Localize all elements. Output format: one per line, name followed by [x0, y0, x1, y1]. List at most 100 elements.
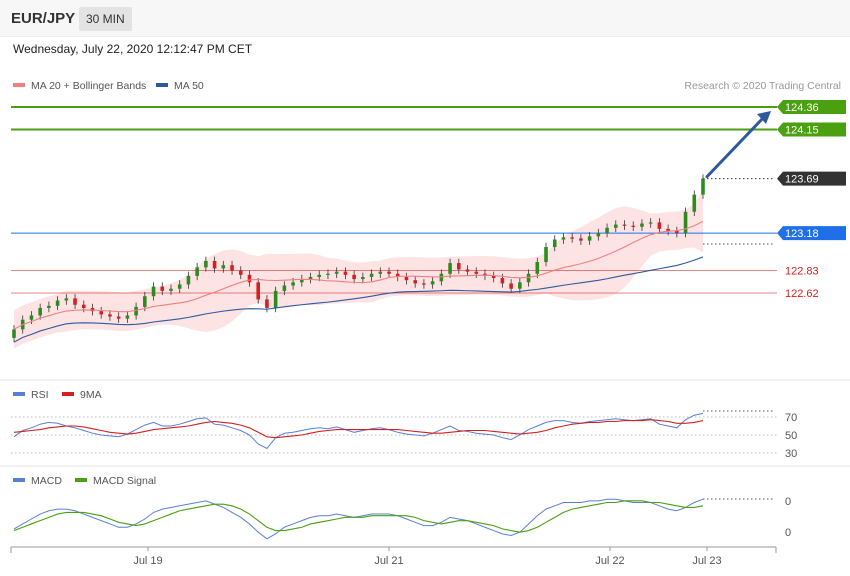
legend-rsi-ma-label: 9MA: [80, 389, 102, 401]
candle-body-18: [169, 288, 173, 291]
symbol-title: EUR/JPY: [11, 10, 76, 27]
candle-body-66: [587, 236, 592, 241]
candle-body-45: [404, 276, 409, 281]
candle-body-21: [195, 267, 199, 276]
candle-body-2: [29, 315, 34, 320]
legend-ma20-label: MA 20 + Bollinger Bands: [31, 80, 147, 92]
legend-rsi: RSI: [13, 389, 49, 401]
candle-body-44: [395, 273, 400, 277]
candle-body-30: [273, 290, 278, 308]
candle-body-60: [535, 262, 540, 274]
candle-body-5: [55, 300, 60, 306]
candle-body-8: [81, 304, 86, 308]
candle-body-11: [108, 314, 112, 317]
rsi-level-label-0: 70: [785, 412, 797, 424]
price-tag-0: [777, 100, 846, 114]
candle-body-16: [151, 286, 156, 297]
rsi-line: [13, 412, 704, 450]
candle-body-29: [265, 299, 269, 308]
legend-ma20: MA 20 + Bollinger Bands: [13, 80, 146, 92]
candle-body-50: [448, 263, 452, 274]
candle-body-68: [605, 227, 609, 234]
candle-body-17: [160, 286, 165, 291]
macd-swatch-icon: [13, 478, 25, 483]
candle-body-24: [221, 265, 226, 269]
candle-body-46: [413, 280, 417, 284]
candle-body-51: [456, 263, 461, 270]
candle-body-25: [230, 265, 234, 271]
candle-body-63: [561, 237, 566, 240]
legend-ma50-label: MA 50: [174, 80, 204, 92]
candle-body-39: [352, 274, 356, 280]
candle-body-10: [99, 311, 104, 315]
candle-body-75: [666, 228, 670, 231]
candle-body-19: [177, 284, 182, 289]
candle-body-58: [518, 282, 522, 289]
ma20-line: [13, 220, 704, 330]
chart-header: EUR/JPY 30 MIN: [0, 0, 850, 37]
timeframe-badge[interactable]: 30 MIN: [79, 7, 132, 31]
candle-body-36: [326, 273, 330, 275]
candle-body-4: [47, 305, 51, 308]
candle-body-27: [247, 274, 252, 283]
candle-body-35: [317, 274, 322, 277]
candle-body-67: [596, 233, 601, 237]
forecast-arrow-line: [705, 114, 767, 179]
candle-body-3: [38, 307, 42, 316]
legend-ma50: MA 50: [156, 80, 204, 92]
candle-body-6: [64, 298, 69, 301]
x-tick-label-3: Jul 23: [692, 555, 721, 567]
candle-body-20: [186, 275, 191, 285]
credit-label: Research © 2020 Trading Central: [684, 80, 841, 92]
forecast-arrowhead-icon: [757, 111, 771, 124]
candle-body-14: [134, 306, 138, 316]
candle-body-40: [361, 276, 365, 280]
macd-signal-swatch-icon: [75, 478, 87, 483]
ma50-line: [13, 256, 704, 343]
candle-body-41: [369, 273, 374, 277]
candle-body-69: [613, 224, 618, 228]
candle-body-23: [212, 260, 217, 269]
candle-body-38: [343, 271, 348, 275]
price-label-4: 122.83: [785, 266, 819, 278]
candle-body-33: [300, 279, 304, 283]
candle-body-59: [526, 273, 531, 283]
legend-rsi-label: RSI: [31, 389, 49, 401]
price-label-0: 124.36: [785, 102, 819, 114]
candle-body-15: [143, 296, 147, 307]
candle-body-48: [430, 281, 435, 285]
candle-body-34: [308, 276, 313, 280]
candle-body-43: [387, 271, 391, 274]
x-tick-label-1: Jul 21: [374, 555, 403, 567]
candle-body-12: [116, 316, 121, 319]
datetime-label: Wednesday, July 22, 2020 12:12:47 PM CET: [13, 42, 253, 56]
candle-body-13: [125, 315, 130, 319]
candle-body-57: [509, 283, 513, 289]
price-tag-1: [777, 122, 846, 137]
macd-level-label-0: 0: [785, 496, 791, 508]
candle-body-37: [334, 271, 339, 274]
bollinger-band-area: [14, 190, 703, 349]
price-tag-3: [777, 226, 846, 241]
candle-body-62: [552, 239, 557, 248]
legend-rsi-ma: 9MA: [62, 389, 102, 401]
candle-body-7: [73, 298, 77, 305]
candle-body-47: [422, 283, 426, 285]
candle-body-72: [640, 223, 644, 227]
rsi-ma-swatch-icon: [62, 392, 74, 397]
candle-body-78: [692, 194, 697, 212]
candle-body-52: [465, 269, 470, 272]
candle-body-77: [683, 211, 688, 234]
candle-body-73: [648, 222, 653, 224]
candle-body-22: [204, 260, 208, 268]
candle-body-64: [570, 237, 574, 239]
candle-body-26: [238, 270, 243, 275]
rsi-level-label-1: 50: [785, 430, 797, 442]
candle-body-74: [657, 222, 662, 229]
candle-body-61: [544, 247, 548, 262]
candle-body-42: [378, 271, 383, 274]
candle-body-49: [439, 273, 444, 282]
rsi-swatch-icon: [13, 392, 25, 397]
price-label-3: 123.18: [785, 228, 819, 240]
